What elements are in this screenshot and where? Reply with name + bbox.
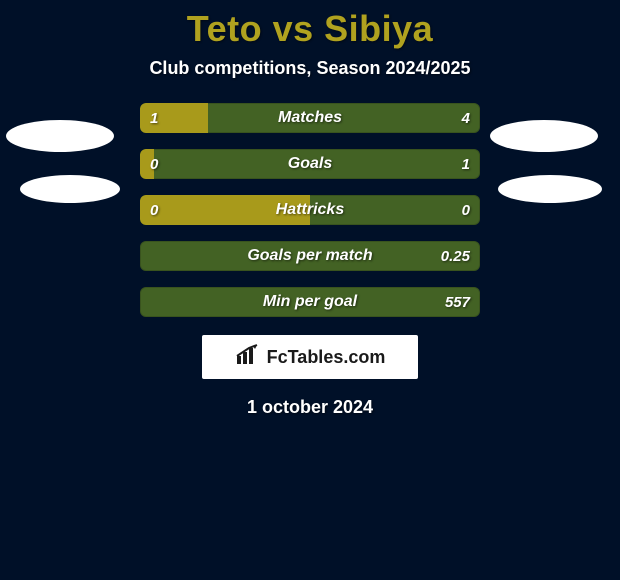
stat-bar: 01Goals [140, 149, 480, 179]
page-title: Teto vs Sibiya [187, 8, 433, 50]
stat-bar: 14Matches [140, 103, 480, 133]
stat-bar: 0.25Goals per match [140, 241, 480, 271]
player-left-ellipse-1 [6, 120, 114, 152]
page-root: Teto vs Sibiya Club competitions, Season… [0, 0, 620, 580]
player-right-ellipse-2 [498, 175, 602, 203]
player-right-ellipse-1 [490, 120, 598, 152]
stat-bar: 00Hattricks [140, 195, 480, 225]
page-subtitle: Club competitions, Season 2024/2025 [149, 58, 470, 79]
brand-chart-icon [235, 344, 261, 371]
brand-text: FcTables.com [267, 347, 386, 368]
stat-bar: 557Min per goal [140, 287, 480, 317]
stat-label: Goals per match [140, 241, 480, 271]
stat-label: Matches [140, 103, 480, 133]
stat-label: Hattricks [140, 195, 480, 225]
stat-label: Goals [140, 149, 480, 179]
player-left-ellipse-2 [20, 175, 120, 203]
brand-box: FcTables.com [202, 335, 418, 379]
date-text: 1 october 2024 [247, 397, 373, 418]
stat-label: Min per goal [140, 287, 480, 317]
